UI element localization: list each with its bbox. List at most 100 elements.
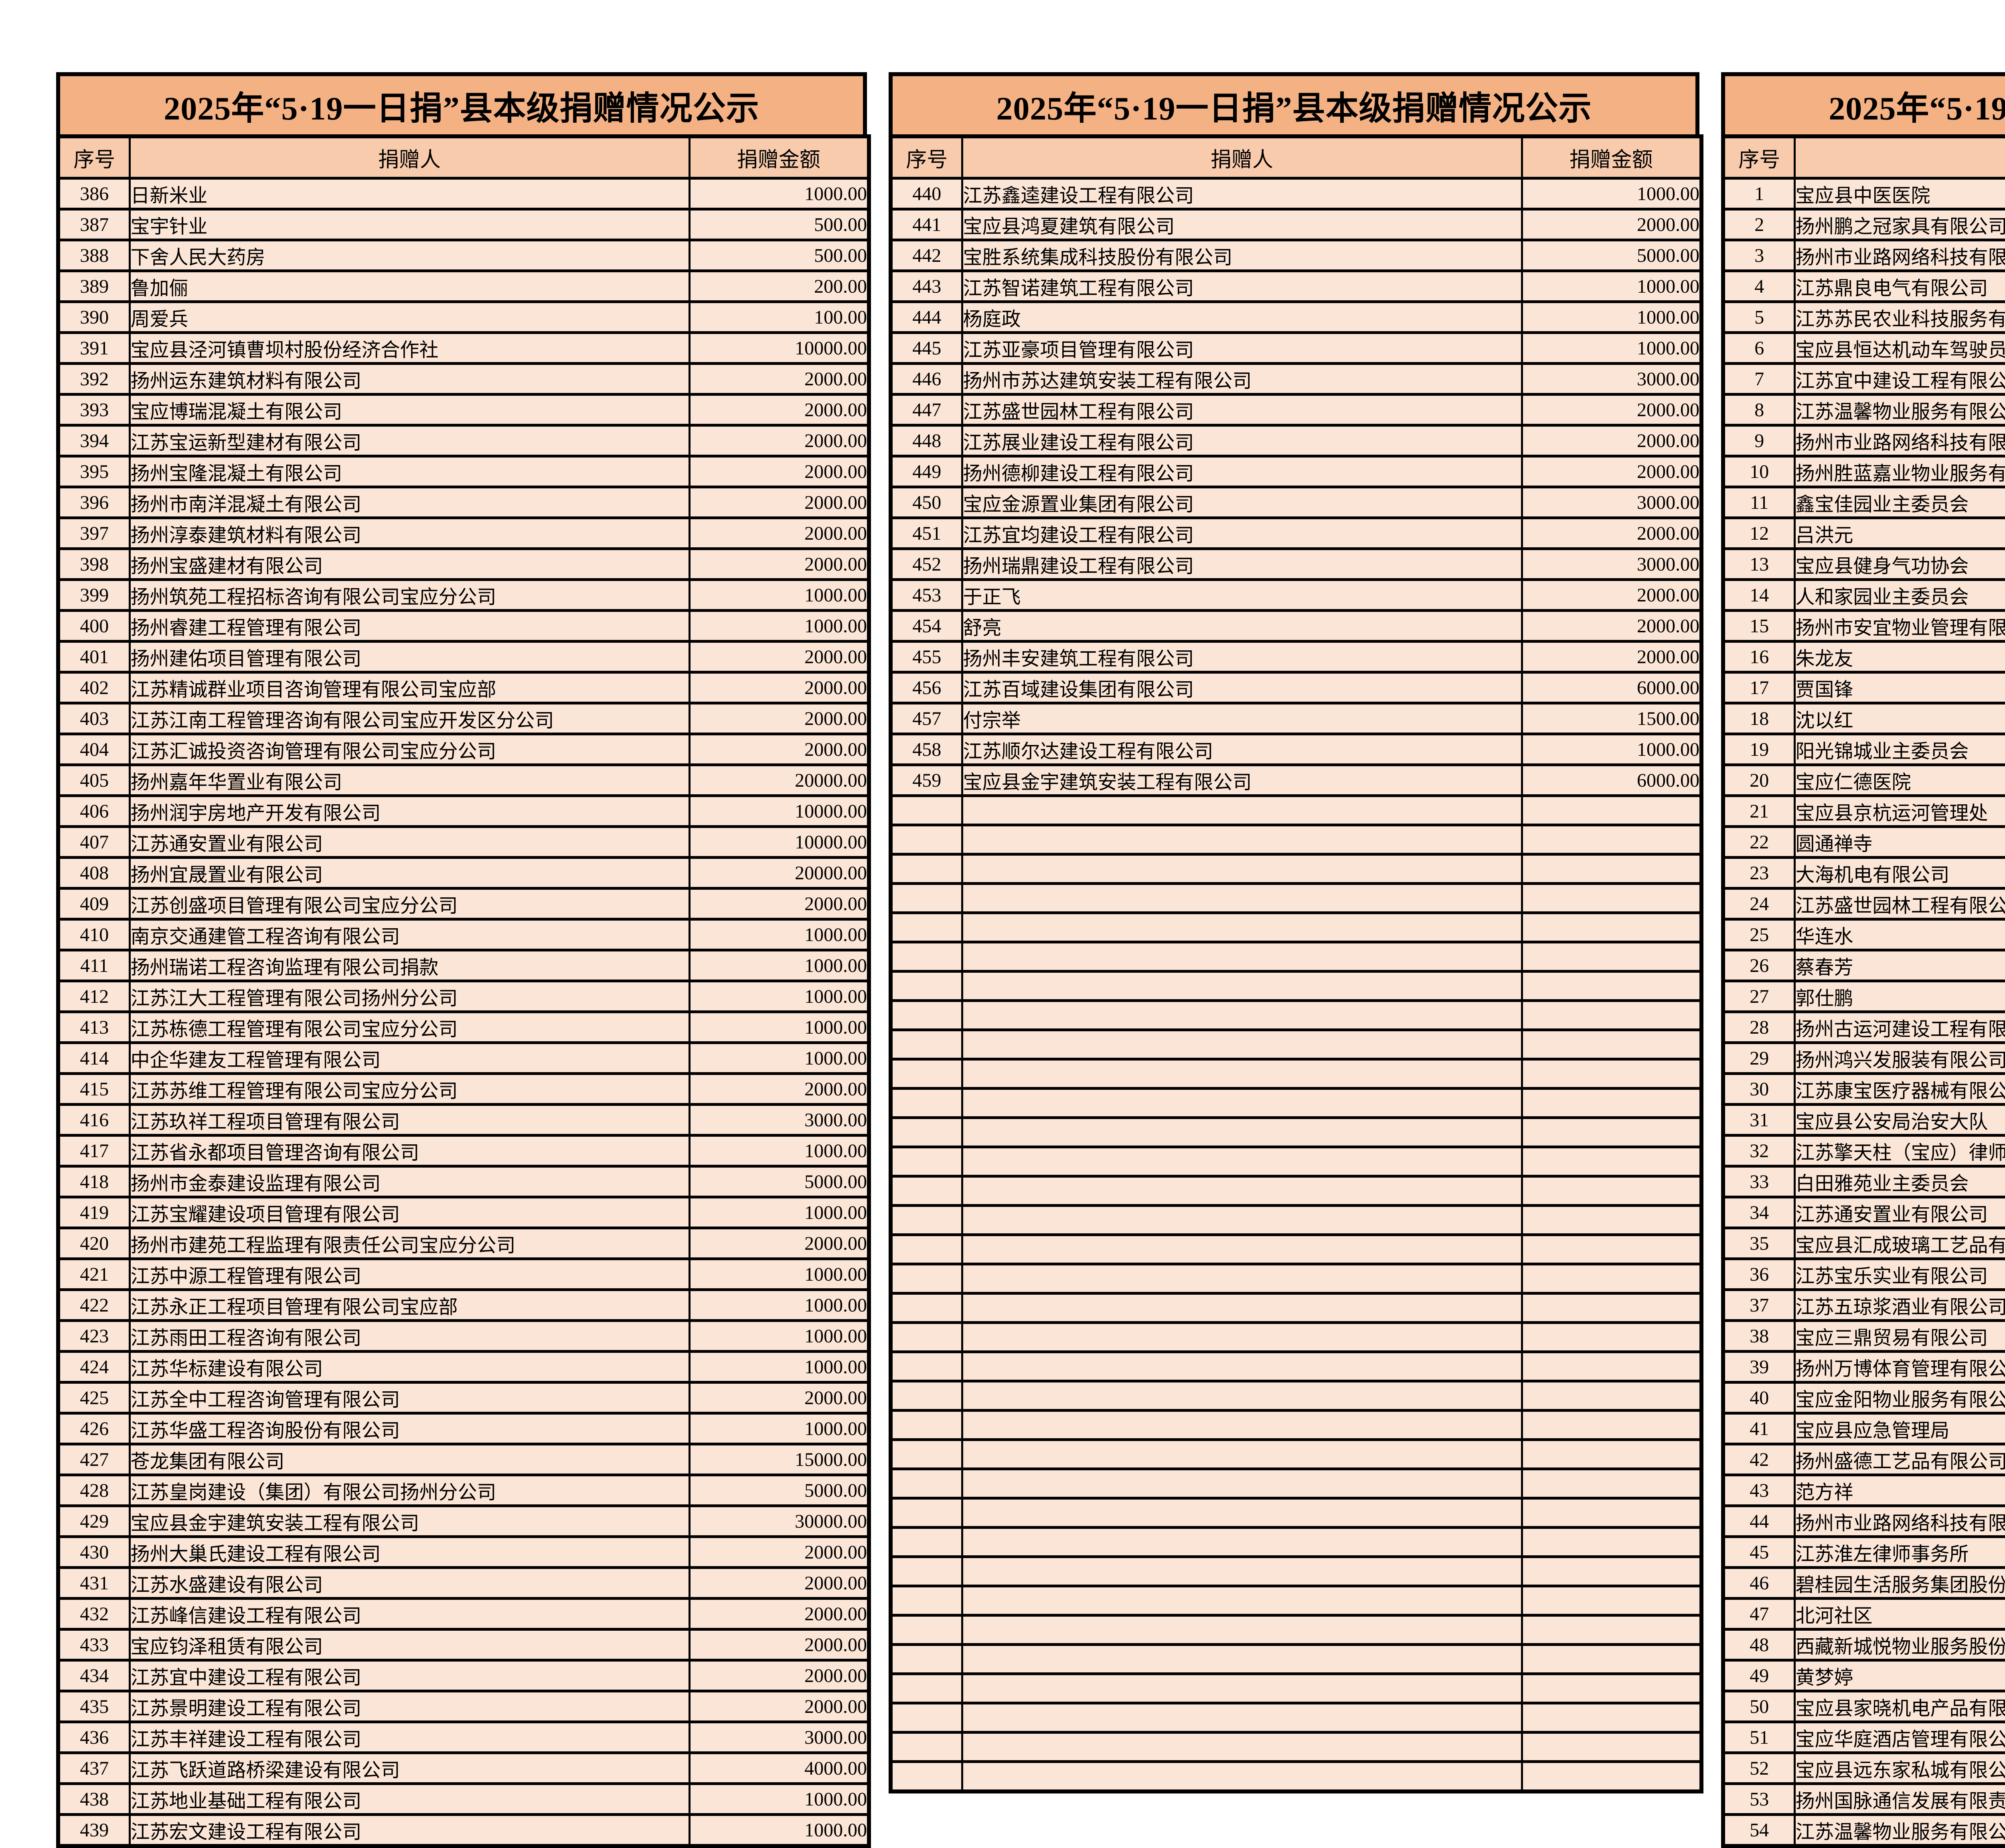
table-row: 33白田雅苑业主委员会500.00 (1722, 1165, 2005, 1198)
serial-cell: 43 (1722, 1474, 1796, 1507)
serial-cell: 53 (1722, 1782, 1796, 1816)
empty-table-row (889, 882, 1703, 914)
empty-cell (889, 1175, 963, 1207)
serial-cell: 445 (889, 331, 963, 365)
empty-cell (961, 1087, 1523, 1119)
empty-cell (889, 941, 963, 973)
donor-cell: 宝应县泾河镇曹坝村股份经济合作社 (128, 331, 691, 365)
amount-cell: 2000.00 (688, 547, 870, 581)
table-row: 48西藏新城悦物业服务股份有限公司宝应分公司2000.00 (1722, 1628, 2005, 1662)
empty-cell (1521, 1467, 1703, 1500)
amount-cell: 1000.00 (1521, 300, 1703, 334)
amount-cell: 2000.00 (688, 1381, 870, 1415)
amount-cell: 1000.00 (688, 1196, 870, 1229)
serial-cell: 421 (57, 1257, 131, 1291)
table-row: 457 付宗举 1500.00 (889, 702, 1703, 735)
serial-cell: 453 (889, 578, 963, 612)
amount-cell: 3000.00 (688, 1103, 870, 1137)
amount-cell: 1000.00 (1521, 331, 1703, 365)
donor-cell: 宝应县金宇建筑安装工程有限公司 (128, 1504, 691, 1538)
amount-cell: 2000.00 (688, 702, 870, 735)
donation-notice-boards: 2025年“5·19一日捐”县本级捐赠情况公示 序号 捐赠人 捐赠金额 386 日新米业 1… (56, 72, 2005, 1848)
serial-cell: 15 (1722, 609, 1796, 643)
table-row: 389 鲁加俪 200.00 (57, 269, 870, 303)
table-title: 2025年“5·19一日捐”安宜镇捐赠情况公示 (1721, 72, 2005, 134)
table-row: 453 于正飞 2000.00 (889, 578, 1703, 612)
table-row: 37江苏五琼浆酒业有限公司1000.00 (1722, 1288, 2005, 1322)
amount-cell: 2000.00 (688, 393, 870, 427)
serial-cell: 3 (1722, 239, 1796, 272)
amount-cell: 2000.00 (1521, 424, 1703, 457)
empty-table-row (889, 1731, 1703, 1763)
empty-cell (889, 1760, 963, 1793)
serial-cell: 51 (1722, 1720, 1796, 1754)
empty-cell (1521, 1175, 1703, 1207)
serial-cell: 446 (889, 362, 963, 396)
amount-cell: 1000.00 (688, 1288, 870, 1322)
table-row: 30江苏康宝医疗器械有限公司2000.00 (1722, 1072, 2005, 1106)
amount-cell: 1000.00 (688, 918, 870, 951)
amount-cell: 500.00 (688, 208, 870, 241)
empty-cell (961, 1438, 1523, 1470)
table-row: 6宝应县恒达机动车驾驶员培训有限公司1000.00 (1722, 331, 2005, 365)
empty-cell (961, 1321, 1523, 1353)
col-donor-header: 捐赠人 (128, 135, 691, 180)
donor-cell: 江苏华盛工程咨询股份有限公司 (128, 1412, 691, 1445)
serial-cell: 434 (57, 1659, 131, 1692)
empty-cell (1521, 1672, 1703, 1704)
serial-cell: 400 (57, 609, 131, 643)
serial-cell: 416 (57, 1103, 131, 1137)
table-row: 36江苏宝乐实业有限公司1000.00 (1722, 1257, 2005, 1291)
serial-cell: 437 (57, 1751, 131, 1785)
serial-cell: 436 (57, 1720, 131, 1754)
serial-cell: 54 (1722, 1813, 1796, 1848)
empty-cell (889, 1263, 963, 1295)
table-row: 5江苏苏民农业科技服务有限公司1000.00 (1722, 300, 2005, 334)
serial-cell: 9 (1722, 424, 1796, 457)
donor-cell: 宝应仁德医院 (1793, 763, 2005, 797)
donor-cell: 杨庭政 (961, 300, 1523, 334)
amount-cell: 100.00 (688, 300, 870, 334)
donor-cell: 阳光锦城业主委员会 (1793, 733, 2005, 766)
serial-cell: 394 (57, 424, 131, 457)
empty-table-row (889, 941, 1703, 973)
donor-cell: 宝应县远东家私城有限公司 (1793, 1751, 2005, 1785)
empty-cell (889, 1058, 963, 1090)
serial-cell: 22 (1722, 825, 1796, 859)
donor-cell: 宝应金源置业集团有限公司 (961, 486, 1523, 519)
amount-cell: 10000.00 (688, 331, 870, 365)
serial-cell: 21 (1722, 794, 1796, 828)
empty-cell (961, 1555, 1523, 1587)
serial-cell: 423 (57, 1319, 131, 1353)
amount-cell: 2000.00 (1521, 609, 1703, 643)
empty-cell (889, 1380, 963, 1412)
amount-cell: 1000.00 (688, 177, 870, 211)
serial-cell: 458 (889, 733, 963, 766)
amount-cell: 1000.00 (688, 609, 870, 643)
donor-cell: 江苏通安置业有限公司 (128, 825, 691, 859)
amount-cell: 2000.00 (688, 671, 870, 704)
empty-cell (1521, 882, 1703, 914)
empty-cell (889, 1321, 963, 1353)
table-row: 39扬州万博体育管理有限公司1000.00 (1722, 1350, 2005, 1384)
serial-cell: 438 (57, 1782, 131, 1816)
empty-cell (1521, 1204, 1703, 1236)
serial-cell: 12 (1722, 516, 1796, 550)
donor-cell: 江苏创盛项目管理有限公司宝应分公司 (128, 887, 691, 921)
table-row: 404 江苏汇诚投资咨询管理有限公司宝应分公司 2000.00 (57, 733, 870, 766)
amount-cell: 3000.00 (1521, 486, 1703, 519)
donor-cell: 江苏宜均建设工程有限公司 (961, 516, 1523, 550)
serial-cell: 24 (1722, 887, 1796, 921)
donor-cell: 江苏皇岗建设（集团）有限公司扬州分公司 (128, 1474, 691, 1507)
serial-cell: 429 (57, 1504, 131, 1538)
empty-table-row (889, 1409, 1703, 1441)
serial-cell: 52 (1722, 1751, 1796, 1785)
amount-cell: 2000.00 (688, 486, 870, 519)
col-donor-header: 捐赠人 (1793, 135, 2005, 180)
empty-cell (1521, 1555, 1703, 1587)
table-row: 31宝应县公安局治安大队500.00 (1722, 1103, 2005, 1137)
serial-cell: 41 (1722, 1412, 1796, 1445)
anyi-town-table: 2025年“5·19一日捐”安宜镇捐赠情况公示序号捐赠人捐赠金额1宝应县中医医院… (1721, 72, 2005, 1848)
table-row: 28扬州古运河建设工程有限公司1000.00 (1722, 1010, 2005, 1044)
